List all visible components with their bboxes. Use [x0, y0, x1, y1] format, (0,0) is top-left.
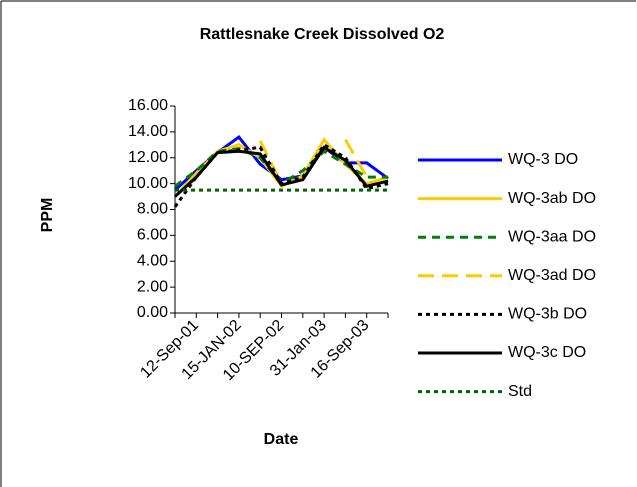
chart-title: Rattlesnake Creek Dissolved O2	[200, 26, 445, 43]
y-tick-label: 6.00	[137, 227, 168, 244]
x-axis-label: Date	[264, 431, 299, 448]
y-axis-label: PPM	[39, 198, 56, 233]
series-line	[173, 137, 389, 198]
legend-label: WQ-3 DO	[508, 151, 578, 168]
y-tick-label: 16.00	[128, 97, 168, 114]
legend-label: Std	[508, 383, 532, 400]
y-tick-label: 8.00	[137, 201, 168, 218]
legend-label: WQ-3ab DO	[508, 190, 596, 207]
y-tick-label: 0.00	[137, 304, 168, 321]
y-tick-label: 14.00	[128, 123, 168, 140]
y-tick-label: 4.00	[137, 252, 168, 269]
y-tick-label: 10.00	[128, 175, 168, 192]
series-line	[173, 145, 389, 198]
legend-label: WQ-3b DO	[508, 306, 587, 323]
legend-label: WQ-3c DO	[508, 344, 586, 361]
y-tick-label: 12.00	[128, 149, 168, 166]
legend-label: WQ-3aa DO	[508, 228, 596, 245]
y-tick-label: 2.00	[137, 278, 168, 295]
legend-label: WQ-3ad DO	[508, 267, 596, 284]
